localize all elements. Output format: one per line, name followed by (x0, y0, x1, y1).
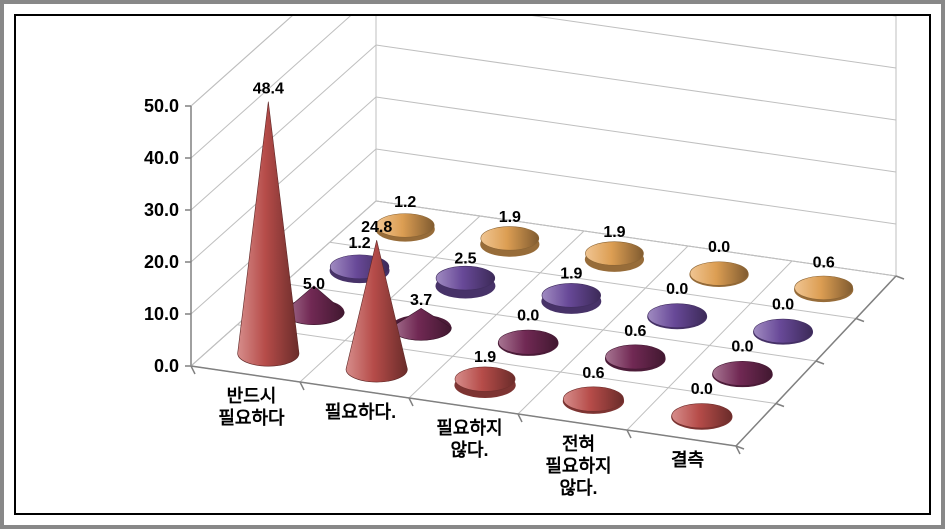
chart-canvas: 0.0 10.0 20.0 30.0 40.0 50.0 48.4 5.0 1.224.81.2… (16, 16, 933, 517)
cone (585, 242, 644, 272)
cone (541, 283, 601, 313)
cone (794, 276, 853, 302)
value-label: 0.0 (772, 296, 794, 313)
y-axis-tick-label: 50.0 (144, 96, 179, 116)
value-label: 0.0 (731, 339, 753, 356)
cone (689, 262, 748, 287)
x-axis-category-label: 결측 (671, 450, 704, 470)
chart-inner-frame: 0.0 10.0 20.0 30.0 40.0 50.0 48.4 5.0 1.224.81.2… (14, 14, 931, 515)
cone (498, 330, 559, 356)
value-label: 3.7 (410, 292, 432, 309)
x-axis-category-label: 않다. (450, 440, 488, 460)
value-label: 1.9 (474, 349, 496, 366)
value-label: 0.0 (517, 307, 539, 324)
x-axis-category-label: 필요하지 (545, 456, 611, 476)
value-label: 0.6 (813, 254, 835, 271)
x-axis-category-label: 필요하지 (436, 418, 502, 438)
cone (480, 227, 539, 257)
value-label: 0.0 (666, 281, 688, 298)
cone (647, 304, 707, 330)
chart-outer-frame: 0.0 10.0 20.0 30.0 40.0 50.0 48.4 5.0 1.224.81.2… (0, 0, 945, 529)
value-label: 0.0 (708, 239, 730, 256)
value-label: 1.9 (499, 209, 521, 226)
y-axis-tick-label: 40.0 (144, 148, 179, 168)
y-axis-tick-label: 10.0 (144, 304, 179, 324)
value-label: 1.2 (394, 194, 416, 211)
x-axis-category-label: 반드시 (227, 386, 277, 406)
x-axis-category-label: 전혀 (562, 434, 595, 454)
cone (435, 266, 495, 298)
y-axis-tick-label: 30.0 (144, 200, 179, 220)
value-label: 1.9 (560, 266, 582, 283)
cone (605, 345, 666, 372)
value-label: 24.8 (361, 219, 392, 236)
y-axis-tick-label: 20.0 (144, 252, 179, 272)
value-label: 1.9 (603, 224, 625, 241)
value-label: 48.4 (253, 81, 284, 98)
cone (712, 361, 773, 387)
value-label: 0.0 (691, 381, 713, 398)
x-axis-category-label: 필요하다. (325, 402, 396, 422)
x-axis-category-label: 않다. (559, 478, 597, 498)
value-label: 0.6 (624, 323, 646, 340)
cone (671, 404, 732, 430)
value-label: 2.5 (454, 250, 476, 267)
cone (753, 319, 813, 345)
value-label: 0.6 (582, 365, 604, 382)
x-axis-category-label: 필요하다 (218, 408, 285, 428)
value-label: 5.0 (303, 276, 325, 293)
value-label: 1.2 (348, 235, 370, 252)
cone (563, 387, 624, 414)
y-axis-tick-label: 0.0 (154, 356, 179, 376)
cone (454, 367, 515, 398)
